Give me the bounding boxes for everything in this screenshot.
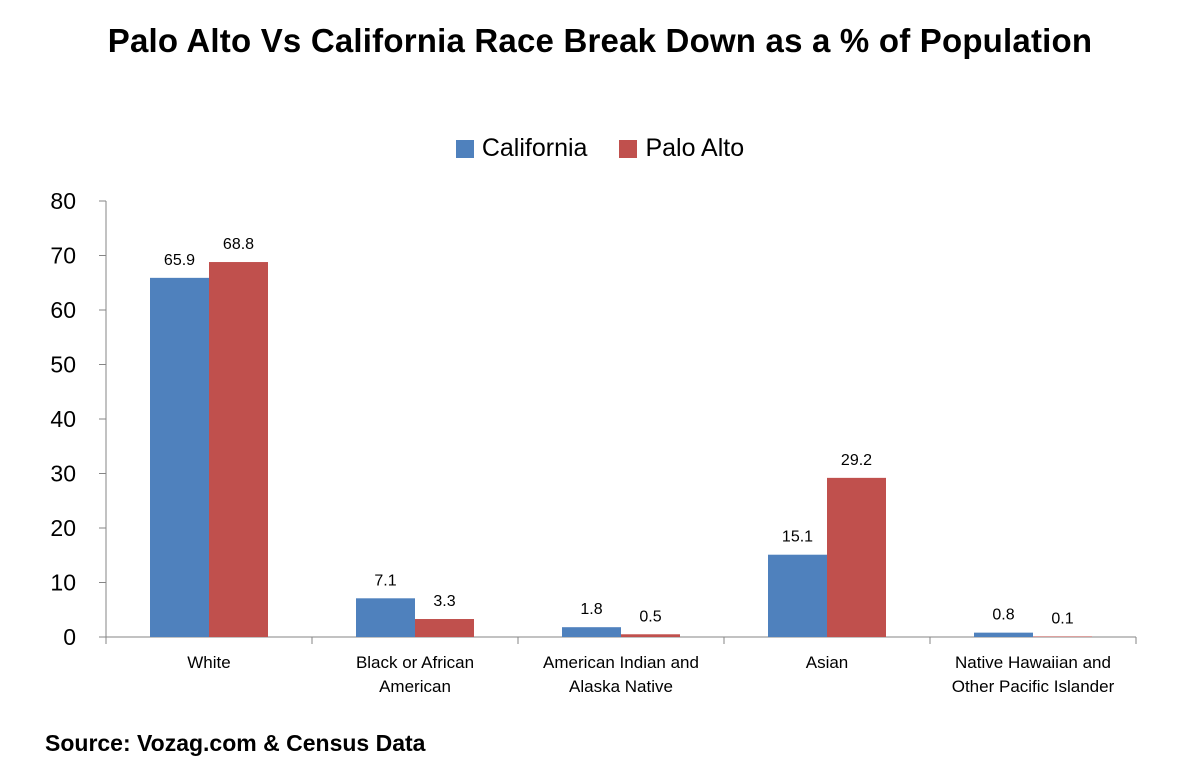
source-note: Source: Vozag.com & Census Data <box>45 730 426 756</box>
data-label-california: 1.8 <box>580 601 602 618</box>
y-tick-label: 70 <box>50 243 76 269</box>
data-label-palo-alto: 29.2 <box>841 452 872 469</box>
data-label-california: 15.1 <box>782 529 813 546</box>
bar-palo-alto <box>209 262 268 637</box>
x-tick-label: American Indian and <box>543 653 699 672</box>
bar-california <box>356 598 415 637</box>
x-tick-label: Other Pacific Islander <box>952 677 1115 696</box>
y-tick-label: 20 <box>50 515 76 541</box>
legend: California Palo Alto <box>0 134 1200 163</box>
y-tick-label: 60 <box>50 297 76 323</box>
legend-label-california: California <box>481 134 588 162</box>
legend-swatch-palo-alto <box>619 139 638 158</box>
x-tick-label: Black or African <box>356 653 474 672</box>
data-label-california: 7.1 <box>374 572 396 589</box>
y-tick-label: 10 <box>50 570 76 596</box>
bar-california <box>974 632 1033 637</box>
data-label-california: 0.8 <box>992 607 1014 624</box>
data-label-california: 65.9 <box>164 252 195 269</box>
data-label-palo-alto: 3.3 <box>433 593 455 610</box>
bar-california <box>562 627 621 637</box>
x-tick-label: White <box>187 653 230 672</box>
chart-title: Palo Alto Vs California Race Break Down … <box>107 22 1093 59</box>
bar-palo-alto <box>1033 636 1092 637</box>
x-tick-label: Native Hawaiian and <box>955 653 1111 672</box>
data-label-palo-alto: 68.8 <box>223 236 254 253</box>
bar-palo-alto <box>827 477 886 637</box>
y-tick-label: 80 <box>50 188 76 214</box>
x-tick-label: American <box>379 677 451 696</box>
x-tick-label: Asian <box>806 653 849 672</box>
data-label-palo-alto: 0.1 <box>1051 610 1073 627</box>
legend-swatch-california <box>455 139 474 158</box>
bar-palo-alto <box>415 619 474 637</box>
bar-california <box>150 277 209 637</box>
bar-palo-alto <box>621 634 680 637</box>
y-tick-label: 30 <box>50 461 76 487</box>
bar-california <box>768 554 827 637</box>
data-label-palo-alto: 0.5 <box>639 608 661 625</box>
legend-item-california: California <box>455 134 588 163</box>
legend-item-palo-alto: Palo Alto <box>619 134 744 163</box>
y-tick-label: 40 <box>50 406 76 432</box>
legend-label-palo-alto: Palo Alto <box>645 134 745 162</box>
x-tick-label: Alaska Native <box>569 677 673 696</box>
y-tick-label: 50 <box>50 352 76 378</box>
y-tick-label: 0 <box>63 624 76 650</box>
